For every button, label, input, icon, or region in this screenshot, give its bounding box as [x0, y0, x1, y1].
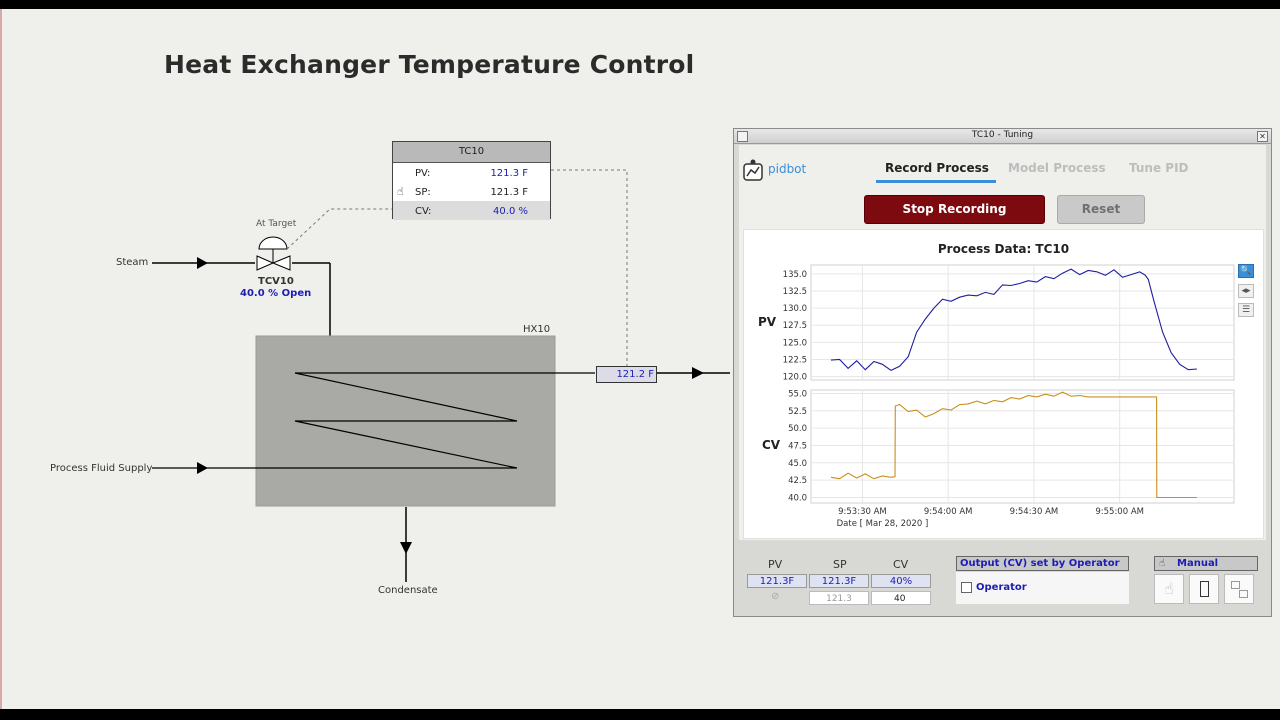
zoom-icon[interactable]: 🔍 [1238, 264, 1254, 278]
operator-option[interactable]: Operator [956, 572, 1129, 604]
cv-value: 40.0 % [493, 206, 528, 217]
condensate-flow-arrow [400, 542, 412, 554]
sp-value: 121.3 F [490, 187, 528, 198]
cascade-mode-button[interactable] [1224, 574, 1254, 604]
stop-recording-button[interactable]: Stop Recording [864, 195, 1045, 224]
hand-icon: ☝ [397, 185, 404, 198]
status-panel: PV SP CV 121.3F 121.3F 40% ⊘ 121.3 40 Ou… [739, 544, 1266, 614]
steam-label: Steam [116, 257, 149, 268]
tab-record-process[interactable]: Record Process [885, 161, 989, 175]
tab-model-process[interactable]: Model Process [1008, 161, 1106, 175]
y-tick-label: 122.5 [783, 355, 807, 365]
steam-flow-arrow [197, 257, 208, 269]
process-fluid-label: Process Fluid Supply [50, 463, 153, 474]
hx-tag: HX10 [523, 324, 551, 335]
page-title: Heat Exchanger Temperature Control [164, 50, 695, 79]
sp-input[interactable]: 121.3 [809, 591, 869, 605]
y-tick-label: 130.0 [783, 304, 807, 314]
tab-tune-pid[interactable]: Tune PID [1129, 161, 1189, 175]
manual-mode-button[interactable]: ☝ [1154, 574, 1184, 604]
process-fluid-arrow [197, 462, 208, 474]
pv-label: PV: [415, 168, 431, 179]
y-tick-label: 50.0 [788, 424, 807, 434]
outlet-flow-arrow [692, 367, 704, 379]
x-tick-label: 9:54:00 AM [924, 507, 973, 517]
x-axis-label: Date [ Mar 28, 2020 ] [837, 519, 929, 529]
y-tick-label: 55.0 [788, 389, 807, 399]
chart-title: Process Data: TC10 [937, 242, 1070, 256]
condensate-label: Condensate [378, 585, 438, 596]
x-tick-label: 9:53:30 AM [838, 507, 887, 517]
valve-open-value: 40.0 % Open [240, 288, 312, 299]
y-axis-label: CV [762, 438, 781, 452]
y-tick-label: 42.5 [788, 476, 807, 486]
axis-settings-icon[interactable]: ☰ [1238, 303, 1254, 317]
tuning-window[interactable]: TC10 - Tuning ✕ pidbot Record Process Mo… [733, 128, 1272, 617]
mode-header: ☝ Manual [1154, 556, 1258, 571]
cascade-icon [1231, 581, 1240, 589]
y-tick-label: 120.0 [783, 373, 807, 383]
y-tick-label: 125.0 [783, 338, 807, 348]
tc10-faceplate[interactable]: TC10 PV: 121.3 F ☝ SP: 121.3 F CV: 40.0 … [392, 141, 551, 220]
y-tick-label: 135.0 [783, 270, 807, 280]
check-icon: ⊘ [771, 591, 780, 602]
y-tick-label: 127.5 [783, 321, 807, 331]
controller-icon [1200, 581, 1209, 597]
operator-checkbox[interactable] [961, 582, 972, 593]
valve-tag[interactable]: TCV10 [258, 276, 294, 287]
reset-button[interactable]: Reset [1057, 195, 1145, 224]
y-axis-label: PV [758, 315, 777, 329]
status-cv-value: 40% [871, 574, 931, 588]
x-tick-label: 9:55:00 AM [1095, 507, 1144, 517]
control-valve-tcv10 [256, 236, 291, 271]
hand-icon: ☝ [1159, 558, 1166, 569]
status-sp-header: SP [833, 558, 847, 571]
plot-area-pv [810, 264, 1235, 381]
pidbot-logo-icon [743, 159, 763, 181]
status-pv-value: 121.3F [747, 574, 807, 588]
pan-icon[interactable]: ◂▸ [1238, 284, 1254, 298]
y-tick-label: 47.5 [788, 441, 807, 451]
y-tick-label: 132.5 [783, 287, 807, 297]
x-tick-label: 9:54:30 AM [1010, 507, 1059, 517]
process-diagram [152, 169, 730, 582]
cv-label: CV: [415, 206, 432, 217]
valve-status-label: At Target [256, 219, 297, 229]
window-menu-icon[interactable] [737, 131, 748, 142]
sp-label: SP: [415, 187, 431, 198]
series-line-pv [830, 268, 1197, 372]
plot-area-cv [810, 389, 1235, 504]
y-tick-label: 52.5 [788, 407, 807, 417]
window-title: TC10 - Tuning [971, 130, 1034, 140]
y-tick-label: 40.0 [788, 493, 807, 503]
status-sp-value: 121.3F [809, 574, 869, 588]
y-tick-label: 45.0 [788, 459, 807, 469]
cv-input[interactable]: 40 [871, 591, 931, 605]
window-titlebar[interactable]: TC10 - Tuning ✕ [734, 129, 1271, 144]
output-source-header: Output (CV) set by Operator [956, 556, 1129, 571]
auto-mode-button[interactable] [1189, 574, 1219, 604]
chart-svg: 120.0 122.5 125.0 127.5 130.0 132.5 135.0 PV 40.… [758, 264, 1235, 529]
operator-label: Operator [976, 582, 1027, 593]
close-icon[interactable]: ✕ [1257, 131, 1268, 142]
outlet-temp-indicator[interactable]: 121.2 F [596, 366, 657, 383]
status-pv-header: PV [768, 558, 783, 571]
faceplate-tag: TC10 [393, 142, 550, 163]
pv-value: 121.3 F [490, 168, 528, 179]
pidbot-logo: pidbot [768, 162, 807, 176]
active-tab-indicator [876, 180, 996, 183]
process-data-chart: Process Data: TC10 120.0 122.5 125.0 127.5 1… [743, 229, 1264, 539]
hmi-screen: Heat Exchanger Temperature Control Steam… [0, 9, 1280, 709]
mode-label: Manual [1177, 558, 1219, 569]
status-cv-header: CV [893, 558, 909, 571]
tuning-content: pidbot Record Process Model Process Tune… [739, 145, 1266, 540]
series-line-cv [830, 391, 1197, 499]
